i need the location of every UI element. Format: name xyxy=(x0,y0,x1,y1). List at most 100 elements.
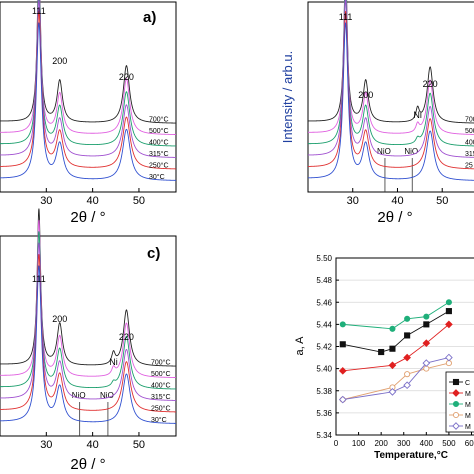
xrd-curve xyxy=(0,254,177,413)
peak-label: 220 xyxy=(423,79,438,89)
x-tick-label: 400 xyxy=(420,439,434,448)
data-point xyxy=(403,353,411,362)
x-tick-label: 600 xyxy=(465,439,474,448)
lattice-xlabel: Temperature,°C xyxy=(374,450,448,461)
xrd-panel-b: Intensity / arb.u. NiO NiO 111 200 220 Ni 70… xyxy=(280,0,474,226)
nio-marker-label: NiO xyxy=(377,147,391,156)
panel-b-xlabel: 2θ / ° xyxy=(377,209,412,226)
series-label: 30°C xyxy=(151,416,167,424)
lattice-series xyxy=(338,299,453,404)
data-point xyxy=(422,339,431,348)
y-tick-label: 5.46 xyxy=(316,298,332,307)
panel-a-xlabel: 2θ / ° xyxy=(70,209,105,226)
panel-b-frame xyxy=(307,1,474,193)
lattice-series-group xyxy=(339,308,452,356)
nio-marker-label: NiO xyxy=(100,391,114,400)
lattice-series-group xyxy=(338,320,453,375)
series-label: 25 xyxy=(465,163,473,170)
y-tick-label: 5.40 xyxy=(316,365,332,374)
lattice-series-group xyxy=(339,299,452,332)
peak-label: 220 xyxy=(119,72,134,82)
panel-c-xlabel: 2θ / ° xyxy=(70,456,105,473)
data-point xyxy=(422,359,431,367)
x-tick-label: 40 xyxy=(87,195,99,207)
series-label: 315°C xyxy=(149,150,169,158)
xrd-panel-a: a) 111 200 220 700°C 500°C 400°C 315°C 250°C 30… xyxy=(0,0,177,226)
xrd-curve xyxy=(308,0,474,158)
series-line xyxy=(342,301,450,330)
series-label: 700°C xyxy=(149,116,169,124)
panel-c-peak-labels: 111 200 220 Ni xyxy=(32,274,134,367)
xrd-curve xyxy=(0,208,176,367)
lattice-ylabel: a, A xyxy=(294,336,306,356)
panel-a-peak-labels: 111 200 220 xyxy=(32,6,134,82)
data-point xyxy=(452,400,460,408)
y-tick-label: 5.34 xyxy=(316,431,332,440)
data-point xyxy=(423,313,430,320)
xrd-curve xyxy=(0,0,176,135)
y-tick-label: 5.48 xyxy=(316,276,332,285)
data-point xyxy=(423,321,430,328)
data-point xyxy=(452,411,460,419)
x-tick-label: 40 xyxy=(87,439,99,451)
peak-label: 111 xyxy=(32,274,46,284)
xrd-curve xyxy=(0,265,177,424)
peak-label: 111 xyxy=(32,6,46,16)
y-tick-label: 5.38 xyxy=(316,387,332,396)
x-tick-label: 40 xyxy=(391,195,403,207)
data-point xyxy=(388,361,397,370)
data-point xyxy=(338,367,347,375)
data-point xyxy=(338,395,347,404)
data-point xyxy=(445,353,453,362)
data-point xyxy=(445,308,452,315)
legend-label: M xyxy=(465,402,471,409)
y-tick-label: 5.44 xyxy=(316,320,332,329)
legend-label: M xyxy=(465,391,471,398)
series-line xyxy=(342,310,450,353)
peak-label: 111 xyxy=(339,12,353,22)
panel-c-series-labels: 700°C 500°C 400°C 315°C 250°C 30°C xyxy=(151,359,171,425)
data-point xyxy=(339,341,346,348)
legend-label: M xyxy=(465,424,471,431)
series-label: 400°C xyxy=(151,382,171,390)
data-point xyxy=(389,345,396,352)
peak-label: 220 xyxy=(119,332,134,342)
xrd-curve xyxy=(0,0,177,158)
series-label: 500°C xyxy=(151,370,171,378)
data-point xyxy=(388,388,397,396)
series-label: 250°C xyxy=(151,405,171,413)
panel-b-series-labels: 700 500 400 315 25 xyxy=(465,117,474,170)
lattice-y-ticks: 5.34 5.36 5.38 5.40 5.42 5.44 5.46 5.48 5.50 xyxy=(316,254,339,440)
xrd-curve xyxy=(0,242,177,401)
x-tick-label: 50 xyxy=(133,195,145,207)
panel-b-peak-labels: 111 200 220 Ni xyxy=(339,12,438,120)
xrd-curve xyxy=(0,0,176,147)
x-tick-label: 100 xyxy=(352,439,366,448)
series-label: 400°C xyxy=(149,139,169,147)
data-point xyxy=(452,389,460,397)
data-point xyxy=(404,371,411,378)
lattice-panel: 5.34 5.36 5.38 5.40 5.42 5.44 5.46 5.48 5.50 0 10… xyxy=(294,254,474,461)
series-label: 250°C xyxy=(149,162,169,170)
data-point xyxy=(404,315,411,322)
panel-c-x-ticks: 30 40 50 xyxy=(40,432,145,451)
panel-c-nio-markers: NiO NiO xyxy=(72,391,114,436)
xrd-curve xyxy=(0,219,177,378)
x-tick-label: 200 xyxy=(374,439,388,448)
peak-label: 200 xyxy=(52,56,67,66)
peak-label: 200 xyxy=(52,314,67,324)
y-tick-label: 5.36 xyxy=(316,409,332,418)
panel-c-frame xyxy=(0,235,177,437)
x-tick-label: 500 xyxy=(442,439,456,448)
xrd-panel-c: c) NiO NiO 111 200 220 Ni 700°C 500°C 400°C 315… xyxy=(0,208,177,473)
y-tick-label: 5.42 xyxy=(316,343,332,352)
series-label: 700°C xyxy=(151,359,171,367)
lattice-series-group xyxy=(339,360,452,403)
data-point xyxy=(389,325,396,332)
nio-marker-label: NiO xyxy=(72,391,86,400)
legend-label: M xyxy=(465,413,471,420)
data-point xyxy=(445,320,453,329)
data-point xyxy=(404,332,411,339)
xrd-curve xyxy=(308,0,474,147)
